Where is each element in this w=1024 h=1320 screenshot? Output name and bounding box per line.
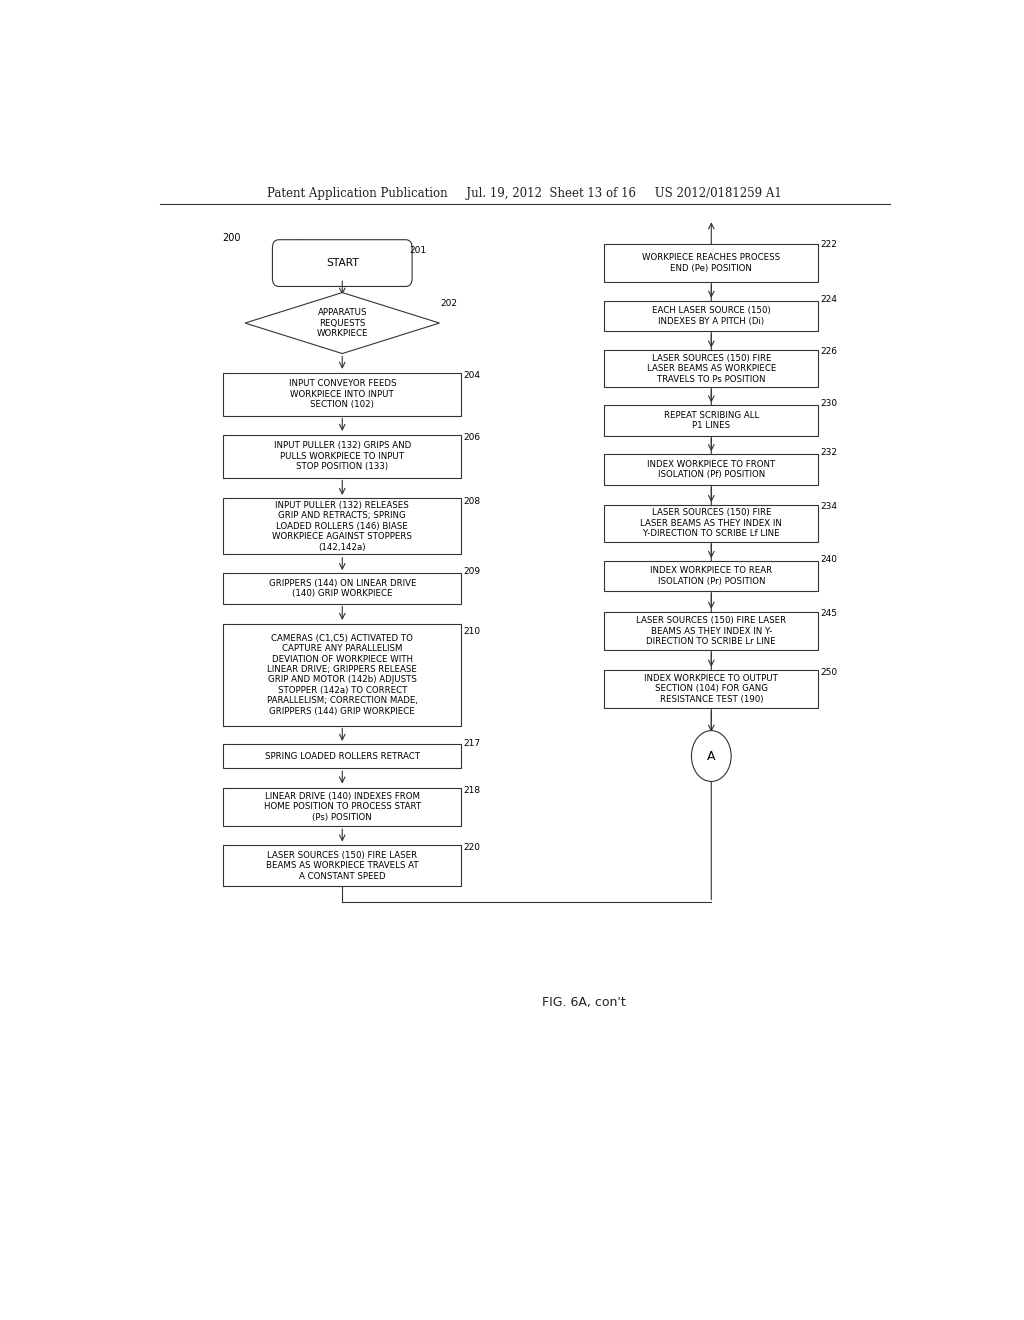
Text: LASER SOURCES (150) FIRE
LASER BEAMS AS THEY INDEX IN
Y-DIRECTION TO SCRIBE Lf L: LASER SOURCES (150) FIRE LASER BEAMS AS …: [640, 508, 782, 539]
Polygon shape: [245, 293, 439, 354]
Text: LASER SOURCES (150) FIRE LASER
BEAMS AS THEY INDEX IN Y-
DIRECTION TO SCRIBE Lr : LASER SOURCES (150) FIRE LASER BEAMS AS …: [636, 616, 786, 645]
Text: 232: 232: [820, 449, 837, 457]
Text: GRIPPERS (144) ON LINEAR DRIVE
(140) GRIP WORKPIECE: GRIPPERS (144) ON LINEAR DRIVE (140) GRI…: [268, 578, 416, 598]
Bar: [604, 561, 818, 591]
Text: 222: 222: [820, 240, 837, 249]
Bar: [223, 744, 462, 768]
Text: 220: 220: [463, 842, 480, 851]
Text: 217: 217: [463, 739, 480, 748]
FancyBboxPatch shape: [272, 240, 412, 286]
Text: 230: 230: [820, 400, 838, 408]
Text: 202: 202: [440, 298, 458, 308]
Bar: [604, 506, 818, 541]
Text: FIG. 6A, con't: FIG. 6A, con't: [543, 995, 627, 1008]
Bar: [223, 846, 462, 886]
Bar: [223, 499, 462, 554]
Text: 208: 208: [463, 498, 480, 506]
Text: REPEAT SCRIBING ALL
P1 LINES: REPEAT SCRIBING ALL P1 LINES: [664, 411, 759, 430]
Text: 226: 226: [820, 347, 837, 355]
Text: LINEAR DRIVE (140) INDEXES FROM
HOME POSITION TO PROCESS START
(Ps) POSITION: LINEAR DRIVE (140) INDEXES FROM HOME POS…: [264, 792, 421, 822]
Text: LASER SOURCES (150) FIRE
LASER BEAMS AS WORKPIECE
TRAVELS TO Ps POSITION: LASER SOURCES (150) FIRE LASER BEAMS AS …: [646, 354, 776, 384]
Text: WORKPIECE REACHES PROCESS
END (Pe) POSITION: WORKPIECE REACHES PROCESS END (Pe) POSIT…: [642, 253, 780, 273]
Bar: [604, 244, 818, 282]
Bar: [604, 611, 818, 651]
Text: INDEX WORKPIECE TO REAR
ISOLATION (Pr) POSITION: INDEX WORKPIECE TO REAR ISOLATION (Pr) P…: [650, 566, 772, 586]
Text: 200: 200: [222, 232, 241, 243]
Bar: [604, 669, 818, 709]
Text: 234: 234: [820, 502, 837, 511]
Text: 209: 209: [463, 568, 480, 576]
Text: 240: 240: [820, 554, 837, 564]
Text: INPUT PULLER (132) GRIPS AND
PULLS WORKPIECE TO INPUT
STOP POSITION (133): INPUT PULLER (132) GRIPS AND PULLS WORKP…: [273, 441, 411, 471]
Bar: [604, 351, 818, 387]
Text: 245: 245: [820, 609, 837, 618]
Bar: [604, 405, 818, 436]
Bar: [604, 301, 818, 331]
Text: START: START: [326, 259, 358, 268]
Bar: [223, 434, 462, 478]
Text: INDEX WORKPIECE TO FRONT
ISOLATION (Pf) POSITION: INDEX WORKPIECE TO FRONT ISOLATION (Pf) …: [647, 459, 775, 479]
Text: 218: 218: [463, 785, 480, 795]
Bar: [223, 573, 462, 603]
Text: 210: 210: [463, 627, 480, 636]
Text: Patent Application Publication     Jul. 19, 2012  Sheet 13 of 16     US 2012/018: Patent Application Publication Jul. 19, …: [267, 187, 782, 201]
Text: SPRING LOADED ROLLERS RETRACT: SPRING LOADED ROLLERS RETRACT: [265, 751, 420, 760]
Bar: [223, 624, 462, 726]
Bar: [223, 788, 462, 826]
Text: A: A: [707, 750, 716, 763]
Text: LASER SOURCES (150) FIRE LASER
BEAMS AS WORKPIECE TRAVELS AT
A CONSTANT SPEED: LASER SOURCES (150) FIRE LASER BEAMS AS …: [266, 851, 419, 880]
Circle shape: [691, 731, 731, 781]
Text: EACH LASER SOURCE (150)
INDEXES BY A PITCH (Di): EACH LASER SOURCE (150) INDEXES BY A PIT…: [652, 306, 771, 326]
Text: INDEX WORKPIECE TO OUTPUT
SECTION (104) FOR GANG
RESISTANCE TEST (190): INDEX WORKPIECE TO OUTPUT SECTION (104) …: [644, 675, 778, 704]
Text: 250: 250: [820, 668, 838, 677]
Text: 204: 204: [463, 371, 480, 380]
Text: 224: 224: [820, 294, 837, 304]
Text: 201: 201: [410, 246, 427, 255]
Text: CAMERAS (C1,C5) ACTIVATED TO
CAPTURE ANY PARALLELISM
DEVIATION OF WORKPIECE WITH: CAMERAS (C1,C5) ACTIVATED TO CAPTURE ANY…: [267, 634, 418, 715]
Bar: [223, 372, 462, 416]
Text: APPARATUS
REQUESTS
WORKPIECE: APPARATUS REQUESTS WORKPIECE: [316, 308, 368, 338]
Text: INPUT PULLER (132) RELEASES
GRIP AND RETRACTS; SPRING
LOADED ROLLERS (146) BIASE: INPUT PULLER (132) RELEASES GRIP AND RET…: [272, 502, 413, 552]
Bar: [604, 454, 818, 484]
Text: 206: 206: [463, 433, 480, 442]
Text: INPUT CONVEYOR FEEDS
WORKPIECE INTO INPUT
SECTION (102): INPUT CONVEYOR FEEDS WORKPIECE INTO INPU…: [289, 379, 396, 409]
